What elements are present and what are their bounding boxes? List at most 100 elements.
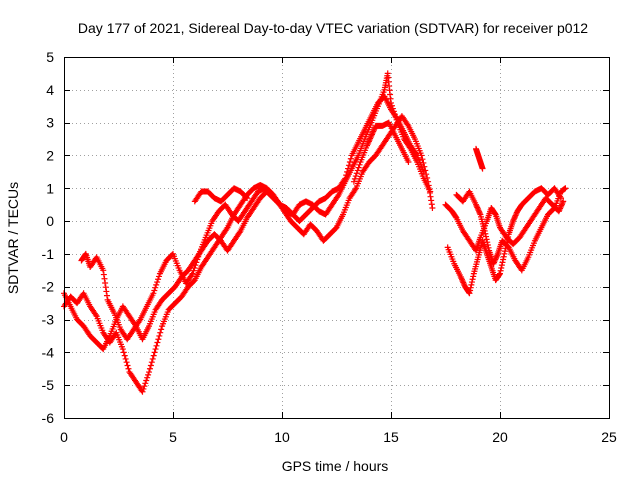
data-point [148,359,155,366]
y-axis-label: SDTVAR / TECUs [5,182,21,294]
y-tick-label: -3 [42,312,55,328]
data-point [354,167,361,174]
data-point [466,290,473,297]
data-point [146,369,153,376]
y-tick-label: -2 [42,279,55,295]
data-point [560,198,567,205]
data-point [499,259,506,266]
data-point [498,264,505,271]
data-point [144,374,151,381]
data-point [483,236,490,243]
data-point [155,336,162,343]
x-tick-labels: 0 5 10 15 20 25 [60,429,617,445]
data-point [425,178,432,185]
data-point [343,172,350,179]
data-point [470,273,477,280]
data-point [100,267,107,274]
data-point [469,276,476,283]
data-point [496,271,503,278]
x-tick-label: 15 [383,429,399,445]
data-point [154,339,161,346]
data-point [498,262,505,269]
data-point [405,159,412,166]
data-point [124,362,131,369]
data-point [150,290,157,297]
data-point [352,173,359,180]
data-point [344,168,351,175]
data-point [484,239,491,246]
data-point [500,253,507,260]
data-point [497,267,504,274]
y-tick-labels: -6 -5 -4 -3 -2 -1 0 1 2 3 4 5 [42,49,55,426]
data-point [468,279,475,286]
data-point [429,204,436,211]
data-point [428,197,435,204]
data-point [102,284,109,291]
data-point [500,256,507,263]
data-point [342,175,349,182]
data-point [244,195,251,202]
x-tick-label: 10 [274,429,290,445]
data-point [346,159,353,166]
data-point [153,281,160,288]
data-point [351,175,358,182]
data-point [428,201,435,208]
y-tick-label: 3 [46,115,54,131]
data-point [492,210,499,217]
data-point [103,288,110,295]
data-point [141,383,148,390]
grid-lines [64,57,609,418]
data-point [501,250,508,257]
data-point [103,292,110,299]
data-point [467,287,474,294]
data-point [145,371,152,378]
data-point [157,329,164,336]
data-point [189,270,196,277]
data-point [158,326,165,333]
data-point [243,194,250,201]
data-point [100,271,107,278]
x-tick-label: 5 [169,429,177,445]
data-points [61,70,569,395]
x-tick-label: 20 [492,429,508,445]
data-point [142,380,149,387]
data-point [121,352,128,359]
data-point [345,162,352,169]
data-point [425,182,432,189]
data-point [152,284,159,291]
data-point [485,244,492,251]
data-point [501,248,508,255]
data-point [347,155,354,162]
x-tick-label: 25 [601,429,617,445]
y-tick-label: 0 [46,213,54,229]
data-point [139,388,146,395]
data-point [150,352,157,359]
data-point [356,161,363,168]
y-tick-label: -4 [42,344,55,360]
data-point [152,346,159,353]
data-point [154,279,161,286]
y-tick-label: -6 [42,410,55,426]
data-point [481,227,488,234]
data-point [140,385,147,392]
data-point [149,355,156,362]
data-point [467,284,474,291]
data-point [484,242,491,249]
data-point [420,168,427,175]
data-point [479,165,486,172]
data-point [146,365,153,372]
data-point [153,342,160,349]
data-point [155,273,162,280]
plot-frame [64,57,610,419]
data-point [419,156,426,163]
data-point [125,365,132,372]
data-point [151,349,158,356]
data-point [353,170,360,177]
data-point [122,355,129,362]
data-point [468,281,475,288]
data-point [190,267,197,274]
data-point [350,178,357,185]
data-point [156,332,163,339]
data-point [426,189,433,196]
